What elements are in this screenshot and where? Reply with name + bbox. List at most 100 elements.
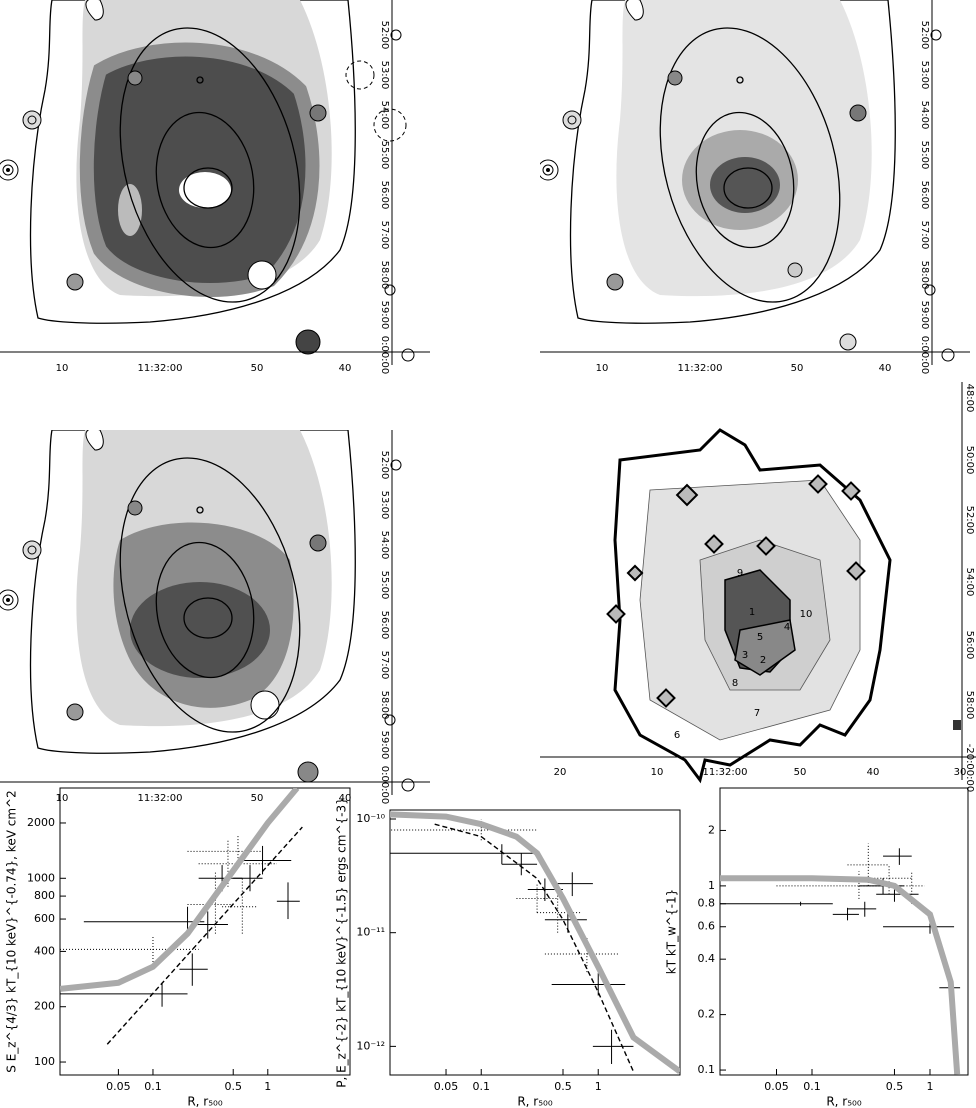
map-y-tick-label: 0:00:00 [379, 766, 390, 805]
region-label: 2 [760, 655, 766, 666]
map-y-tick-label: 59:00 [919, 301, 930, 330]
y-tick-label: 10⁻¹² [356, 1039, 385, 1052]
map-panel-2 [540, 0, 970, 366]
y-tick-label: 1000 [27, 871, 55, 884]
map-x-tick-label: 40 [879, 363, 892, 374]
plot-frame [719, 787, 969, 1076]
map-x-tick-label: 50 [251, 793, 264, 804]
x-tick-label: 0.05 [764, 1080, 789, 1093]
map-y-tick-label: 52:00 [379, 451, 390, 480]
plot-frame [389, 809, 681, 1076]
map-y-tick-label: 48:00 [964, 384, 975, 413]
x-tick-label: 0.1 [144, 1080, 162, 1093]
map-y-tick-label: 58:00 [379, 261, 390, 290]
map-x-tick-label: 50 [251, 363, 264, 374]
map-x-tick-label: 50 [794, 767, 807, 778]
rect-shape [606, 604, 626, 624]
source [297, 761, 319, 783]
map-y-tick-label: 57:00 [379, 221, 390, 250]
x-axis-label: R, r₅₀₀ [187, 1095, 223, 1108]
rect-shape [656, 688, 676, 708]
map-x-tick-label: 40 [339, 793, 352, 804]
map-y-tick-label: 56:00 [919, 181, 930, 210]
map-x-tick-label: 11:32:00 [138, 363, 183, 374]
y-tick-label: 0.4 [698, 952, 716, 965]
map-panel-1 [0, 0, 430, 366]
map-x-tick-label: 10 [56, 363, 69, 374]
y-axis-label: kT kT_w^{-1} [665, 889, 679, 974]
region-label: 8 [732, 678, 738, 689]
map-y-tick-label: 55:00 [379, 141, 390, 170]
hole [247, 260, 277, 290]
source [295, 329, 321, 355]
map-y-tick-label: 56:00 [379, 611, 390, 640]
map-y-tick-label: 58:00 [919, 261, 930, 290]
rect-shape [841, 481, 861, 501]
dark-region [130, 582, 270, 678]
map-y-tick-label: 54:00 [379, 531, 390, 560]
map-x-tick-label: 10 [651, 767, 664, 778]
map-y-tick-label: 59:00 [379, 731, 390, 760]
map-y-tick-label: 58:00 [964, 691, 975, 720]
x-tick-label: 0.05 [434, 1080, 459, 1093]
y-tick-label: 10⁻¹¹ [356, 926, 385, 939]
x-tick-label: 0.1 [472, 1080, 490, 1093]
map-y-tick-label: 52:00 [919, 21, 930, 50]
y-tick-label: 200 [34, 1000, 55, 1013]
fit-line [106, 826, 303, 1045]
map-y-tick-label: 54:00 [379, 101, 390, 130]
map-y-tick-label: 53:00 [379, 61, 390, 90]
bright-spot [118, 184, 142, 236]
map-y-tick-label: 0:00:00 [919, 336, 930, 375]
region-2 [734, 619, 796, 676]
plot-area [60, 788, 303, 1045]
map-y-tick-label: 57:00 [379, 651, 390, 680]
map-y-tick-label: 55:00 [919, 141, 930, 170]
x-tick-label: 0.05 [106, 1080, 131, 1093]
rect-shape [675, 483, 699, 507]
dark-region [710, 157, 780, 213]
x-tick-label: 0.5 [886, 1080, 904, 1093]
y-tick-label: 2 [708, 823, 715, 836]
y-tick-label: 1 [708, 879, 715, 892]
map-y-tick-label: 53:00 [919, 61, 930, 90]
map-y-tick-label: 52:00 [964, 506, 975, 535]
charts: 0.05 0.1 0.5 1 100 200 400 600 800 1000 2000 R, r₅₀… [5, 787, 969, 1108]
region-label: 7 [754, 708, 760, 719]
map-x-tick-label: 11:32:00 [703, 767, 748, 778]
plot-area [390, 811, 680, 1075]
rect-shape [756, 536, 776, 556]
source [787, 262, 803, 278]
point-sources [606, 474, 866, 708]
chart: 0.05 0.1 0.5 1 100 200 400 600 800 1000 2000 R, r₅₀… [5, 787, 351, 1108]
masked [373, 108, 407, 142]
map-x-tick-label: 11:32:00 [138, 793, 183, 804]
map-y-tick-label: 55:00 [379, 571, 390, 600]
map-y-tick-label: 56:00 [964, 631, 975, 660]
map-y-tick-label: 54:00 [964, 568, 975, 597]
source [953, 720, 961, 730]
y-tick-label: 10⁻¹⁰ [356, 812, 385, 825]
region-label: 4 [784, 622, 790, 633]
model-curve [60, 788, 300, 992]
map-y-tick-label: 0:00:00 [379, 336, 390, 375]
y-tick-label: 0.2 [698, 1008, 716, 1021]
chart: 0.05 0.1 0.5 1 0.1 0.2 0.4 0.6 0.8 1 2 R, r₅₀₀ kT kT… [665, 787, 969, 1108]
x-tick-label: 0.5 [554, 1080, 572, 1093]
region-label: 3 [742, 650, 748, 661]
y-tick-label: 2000 [27, 816, 55, 829]
region-label: 9 [737, 568, 743, 579]
map-panel-4 [540, 382, 976, 784]
map-x-tick-label: 10 [596, 363, 609, 374]
map-x-tick-label: 40 [867, 767, 880, 778]
masked [345, 60, 375, 90]
y-tick-label: 800 [34, 889, 55, 902]
y-tick-label: 0.1 [698, 1063, 716, 1076]
y-tick-label: 100 [34, 1055, 55, 1068]
x-tick-label: 1 [264, 1080, 271, 1093]
map-y-tick-label: -20:00:00 [964, 744, 975, 793]
map-y-tick-label: 56:00 [379, 181, 390, 210]
map-x-tick-label: 10 [56, 793, 69, 804]
